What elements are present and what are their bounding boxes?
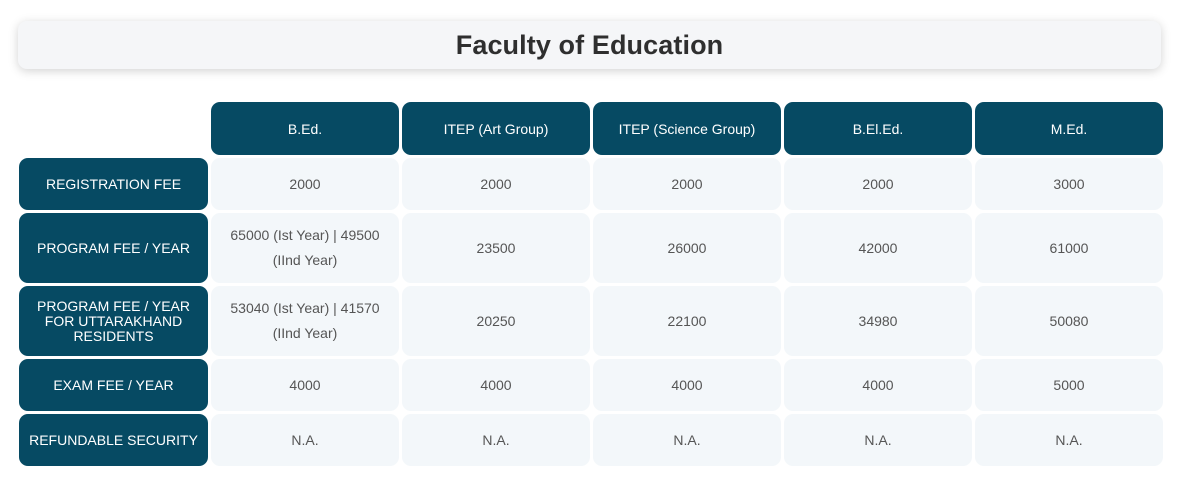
table-cell: 2000 bbox=[784, 158, 972, 210]
table-cell: 50080 bbox=[975, 286, 1163, 356]
table-cell: N.A. bbox=[211, 414, 399, 466]
column-header-beled: B.El.Ed. bbox=[784, 102, 972, 155]
table-cell: 61000 bbox=[975, 213, 1163, 283]
column-header-itep-science: ITEP (Science Group) bbox=[593, 102, 781, 155]
table-cell: 4000 bbox=[211, 359, 399, 411]
table-cell: N.A. bbox=[402, 414, 590, 466]
column-header-itep-art: ITEP (Art Group) bbox=[402, 102, 590, 155]
corner-cell bbox=[19, 102, 208, 155]
table-row-program-fee-uttarakhand: PROGRAM FEE / YEAR FOR UTTARAKHAND RESID… bbox=[19, 286, 1163, 356]
table-cell: N.A. bbox=[784, 414, 972, 466]
column-header-med: M.Ed. bbox=[975, 102, 1163, 155]
table-cell: 20250 bbox=[402, 286, 590, 356]
table-cell: 2000 bbox=[211, 158, 399, 210]
table-cell: 4000 bbox=[402, 359, 590, 411]
table-cell: 26000 bbox=[593, 213, 781, 283]
table-cell: 2000 bbox=[593, 158, 781, 210]
column-header-bed: B.Ed. bbox=[211, 102, 399, 155]
table-cell: 34980 bbox=[784, 286, 972, 356]
row-header: PROGRAM FEE / YEAR FOR UTTARAKHAND RESID… bbox=[19, 286, 208, 356]
page-title: Faculty of Education bbox=[455, 29, 724, 60]
table-cell: 4000 bbox=[784, 359, 972, 411]
fee-table: B.Ed. ITEP (Art Group) ITEP (Science Gro… bbox=[16, 99, 1166, 469]
table-cell: N.A. bbox=[593, 414, 781, 466]
table-row-registration-fee: REGISTRATION FEE 2000 2000 2000 2000 300… bbox=[19, 158, 1163, 210]
title-card: Faculty of Education bbox=[18, 21, 1161, 69]
table-cell: N.A. bbox=[975, 414, 1163, 466]
row-header: REFUNDABLE SECURITY bbox=[19, 414, 208, 466]
table-cell: 5000 bbox=[975, 359, 1163, 411]
table-row-refundable-security: REFUNDABLE SECURITY N.A. N.A. N.A. N.A. … bbox=[19, 414, 1163, 466]
row-header: REGISTRATION FEE bbox=[19, 158, 208, 210]
table-cell: 4000 bbox=[593, 359, 781, 411]
table-cell: 23500 bbox=[402, 213, 590, 283]
row-header: EXAM FEE / YEAR bbox=[19, 359, 208, 411]
table-cell: 53040 (Ist Year) | 41570 (IInd Year) bbox=[211, 286, 399, 356]
table-cell: 2000 bbox=[402, 158, 590, 210]
table-cell: 3000 bbox=[975, 158, 1163, 210]
table-cell: 65000 (Ist Year) | 49500 (IInd Year) bbox=[211, 213, 399, 283]
table-cell: 22100 bbox=[593, 286, 781, 356]
table-row-program-fee: PROGRAM FEE / YEAR 65000 (Ist Year) | 49… bbox=[19, 213, 1163, 283]
table-row-exam-fee: EXAM FEE / YEAR 4000 4000 4000 4000 5000 bbox=[19, 359, 1163, 411]
row-header: PROGRAM FEE / YEAR bbox=[19, 213, 208, 283]
table-cell: 42000 bbox=[784, 213, 972, 283]
table-header-row: B.Ed. ITEP (Art Group) ITEP (Science Gro… bbox=[19, 102, 1163, 155]
